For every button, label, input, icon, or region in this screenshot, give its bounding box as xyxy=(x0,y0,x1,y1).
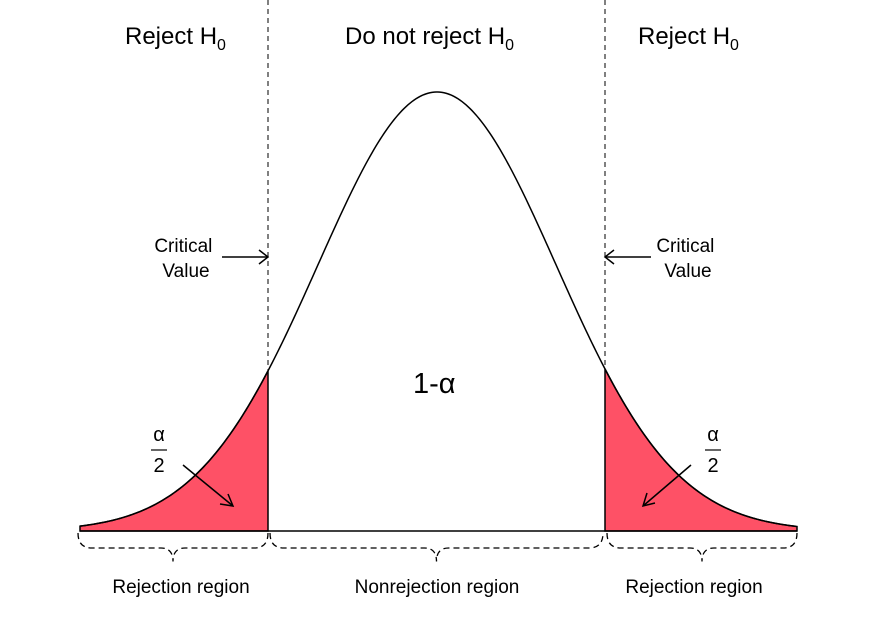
left-alpha-arrow xyxy=(182,464,235,507)
confidence-label: 1-α xyxy=(413,368,456,400)
right-region-brace xyxy=(606,532,798,562)
right-alpha-half: α 2 xyxy=(705,424,721,477)
left-alpha-half: α 2 xyxy=(151,424,167,477)
left-rejection-area xyxy=(79,370,269,532)
header-do-not-reject: Do not reject H0 xyxy=(345,23,514,54)
nonrejection-region-label: Nonrejection region xyxy=(355,577,520,598)
normal-curve xyxy=(79,91,797,528)
left-critical-value-label: Critical Value xyxy=(154,236,217,282)
svg-text:2: 2 xyxy=(707,455,718,477)
left-critical-arrow xyxy=(222,249,270,265)
header-reject-left: Reject H0 xyxy=(125,23,226,54)
left-rejection-region-label: Rejection region xyxy=(112,577,249,598)
left-region-brace xyxy=(77,532,269,562)
right-rejection-region-label: Rejection region xyxy=(625,577,762,598)
right-critical-arrow xyxy=(603,249,651,265)
svg-text:2: 2 xyxy=(153,455,164,477)
right-alpha-arrow xyxy=(641,464,692,508)
right-rejection-area xyxy=(604,368,798,532)
right-critical-value-label: Critical Value xyxy=(656,236,719,282)
svg-text:α: α xyxy=(153,424,165,446)
header-reject-right: Reject H0 xyxy=(638,23,739,54)
center-region-brace xyxy=(269,532,604,562)
svg-text:α: α xyxy=(707,424,719,446)
